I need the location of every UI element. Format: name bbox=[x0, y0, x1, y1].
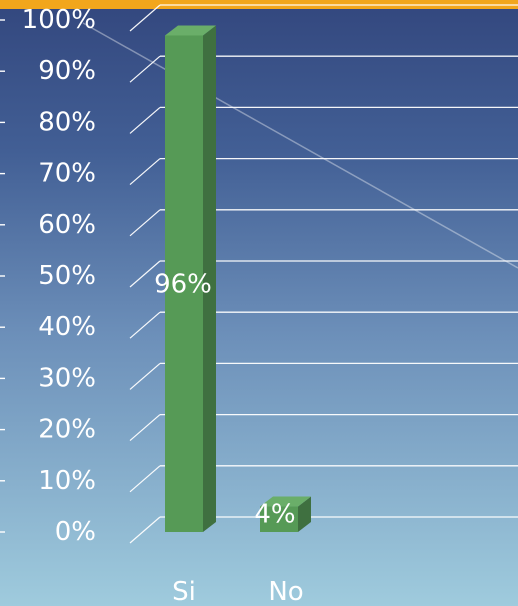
gridlines bbox=[129, 4, 518, 544]
x-category-label: Si bbox=[172, 577, 196, 606]
bar-top-face bbox=[260, 496, 311, 507]
floor-diagonal-line bbox=[129, 362, 161, 390]
floor-diagonal-line bbox=[129, 158, 161, 186]
bar-side-face bbox=[298, 496, 311, 532]
y-axis-ticks: 0% 10% 20% 30% 40% 50% 60% 70% 80% 90% 100% bbox=[0, 5, 96, 547]
floor-diagonal-line bbox=[129, 4, 161, 32]
floor-diagonal-line bbox=[129, 260, 161, 288]
y-tick-label: 30% bbox=[38, 363, 96, 393]
floor-diagonal-line bbox=[129, 516, 161, 544]
y-tick-label: 100% bbox=[22, 5, 96, 35]
y-tick-label: 50% bbox=[38, 261, 96, 291]
y-tick-label: 60% bbox=[38, 210, 96, 240]
floor-diagonal-line bbox=[129, 106, 161, 134]
data-labels: 96% 4% bbox=[154, 270, 296, 530]
y-tick-label: 70% bbox=[38, 159, 96, 189]
floor-diagonal-line bbox=[129, 465, 161, 493]
bar bbox=[165, 35, 203, 532]
bar-side-face bbox=[203, 25, 216, 532]
floor-diagonal-line bbox=[129, 209, 161, 237]
floor-diagonal-line bbox=[129, 55, 161, 83]
y-tick-label: 0% bbox=[55, 517, 96, 547]
y-tick-label: 80% bbox=[38, 107, 96, 137]
bar-top-face bbox=[165, 25, 216, 36]
y-tick-label: 10% bbox=[38, 466, 96, 496]
y-tick-label: 40% bbox=[38, 312, 96, 342]
x-category-label: No bbox=[268, 577, 303, 606]
bar bbox=[260, 506, 298, 532]
floor-diagonal-line bbox=[129, 311, 161, 339]
data-label: 4% bbox=[254, 500, 295, 530]
y-tick-label: 90% bbox=[38, 56, 96, 86]
bars bbox=[165, 25, 311, 532]
floor-diagonal-line bbox=[129, 414, 161, 442]
data-label: 96% bbox=[154, 270, 212, 300]
background-diagonal-line bbox=[82, 22, 518, 269]
x-axis-categories: Si No bbox=[172, 577, 304, 606]
y-tick-label: 20% bbox=[38, 415, 96, 445]
